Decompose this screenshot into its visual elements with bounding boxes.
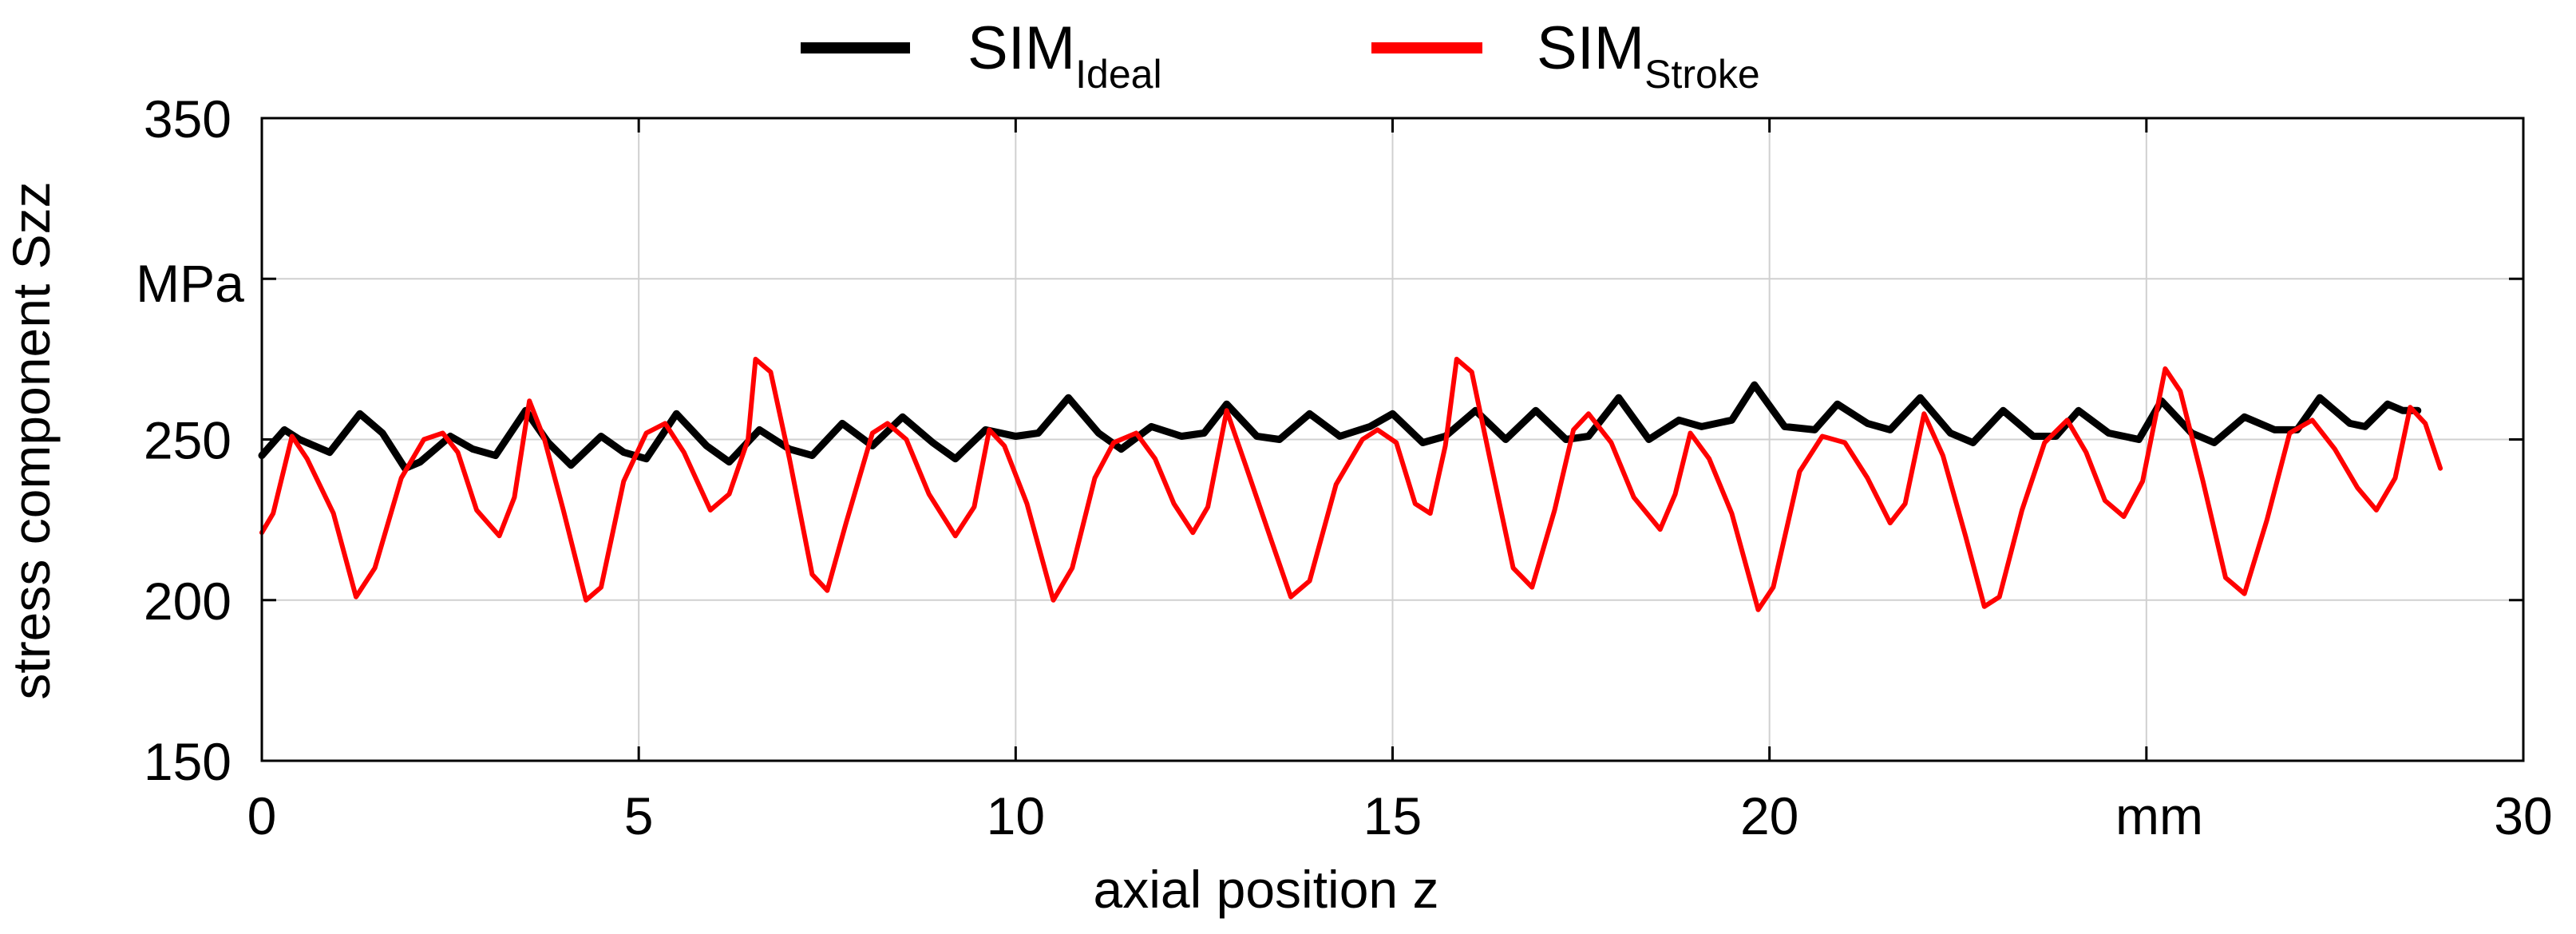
- series-line-stroke: [259, 356, 2443, 612]
- y-axis-label: stress component Szz: [2, 181, 61, 699]
- series-line-ideal: [258, 381, 2422, 473]
- series-layer: [258, 356, 2443, 612]
- y-tick-label: 250: [144, 411, 231, 470]
- legend-label-ideal-sub: Ideal: [1075, 52, 1161, 97]
- legend-label-stroke-main: SIM: [1537, 14, 1644, 82]
- x-tick-label: 5: [624, 786, 654, 845]
- y-tick-label: 350: [144, 89, 231, 148]
- x-axis-label: axial position z: [1094, 860, 1439, 919]
- x-tick-label: 10: [987, 786, 1045, 845]
- legend: SIMIdeal SIMStroke: [801, 14, 1760, 97]
- y-unit-label: MPa: [136, 254, 244, 313]
- legend-label-ideal: SIMIdeal: [967, 14, 1162, 97]
- x-tick-label: 0: [247, 786, 277, 845]
- y-tick-label: 200: [144, 572, 231, 631]
- x-tick-label: 15: [1363, 786, 1422, 845]
- x-tick-label: 30: [2494, 786, 2552, 845]
- tick-labels: 0 5 10 15 20 30 150 200 250 350: [144, 89, 2553, 845]
- legend-label-stroke: SIMStroke: [1537, 14, 1760, 97]
- x-tick-label: 20: [1740, 786, 1798, 845]
- x-unit-label: mm: [2115, 786, 2203, 845]
- legend-label-ideal-main: SIM: [967, 14, 1075, 82]
- legend-label-stroke-sub: Stroke: [1644, 52, 1760, 97]
- y-tick-label: 150: [144, 732, 231, 791]
